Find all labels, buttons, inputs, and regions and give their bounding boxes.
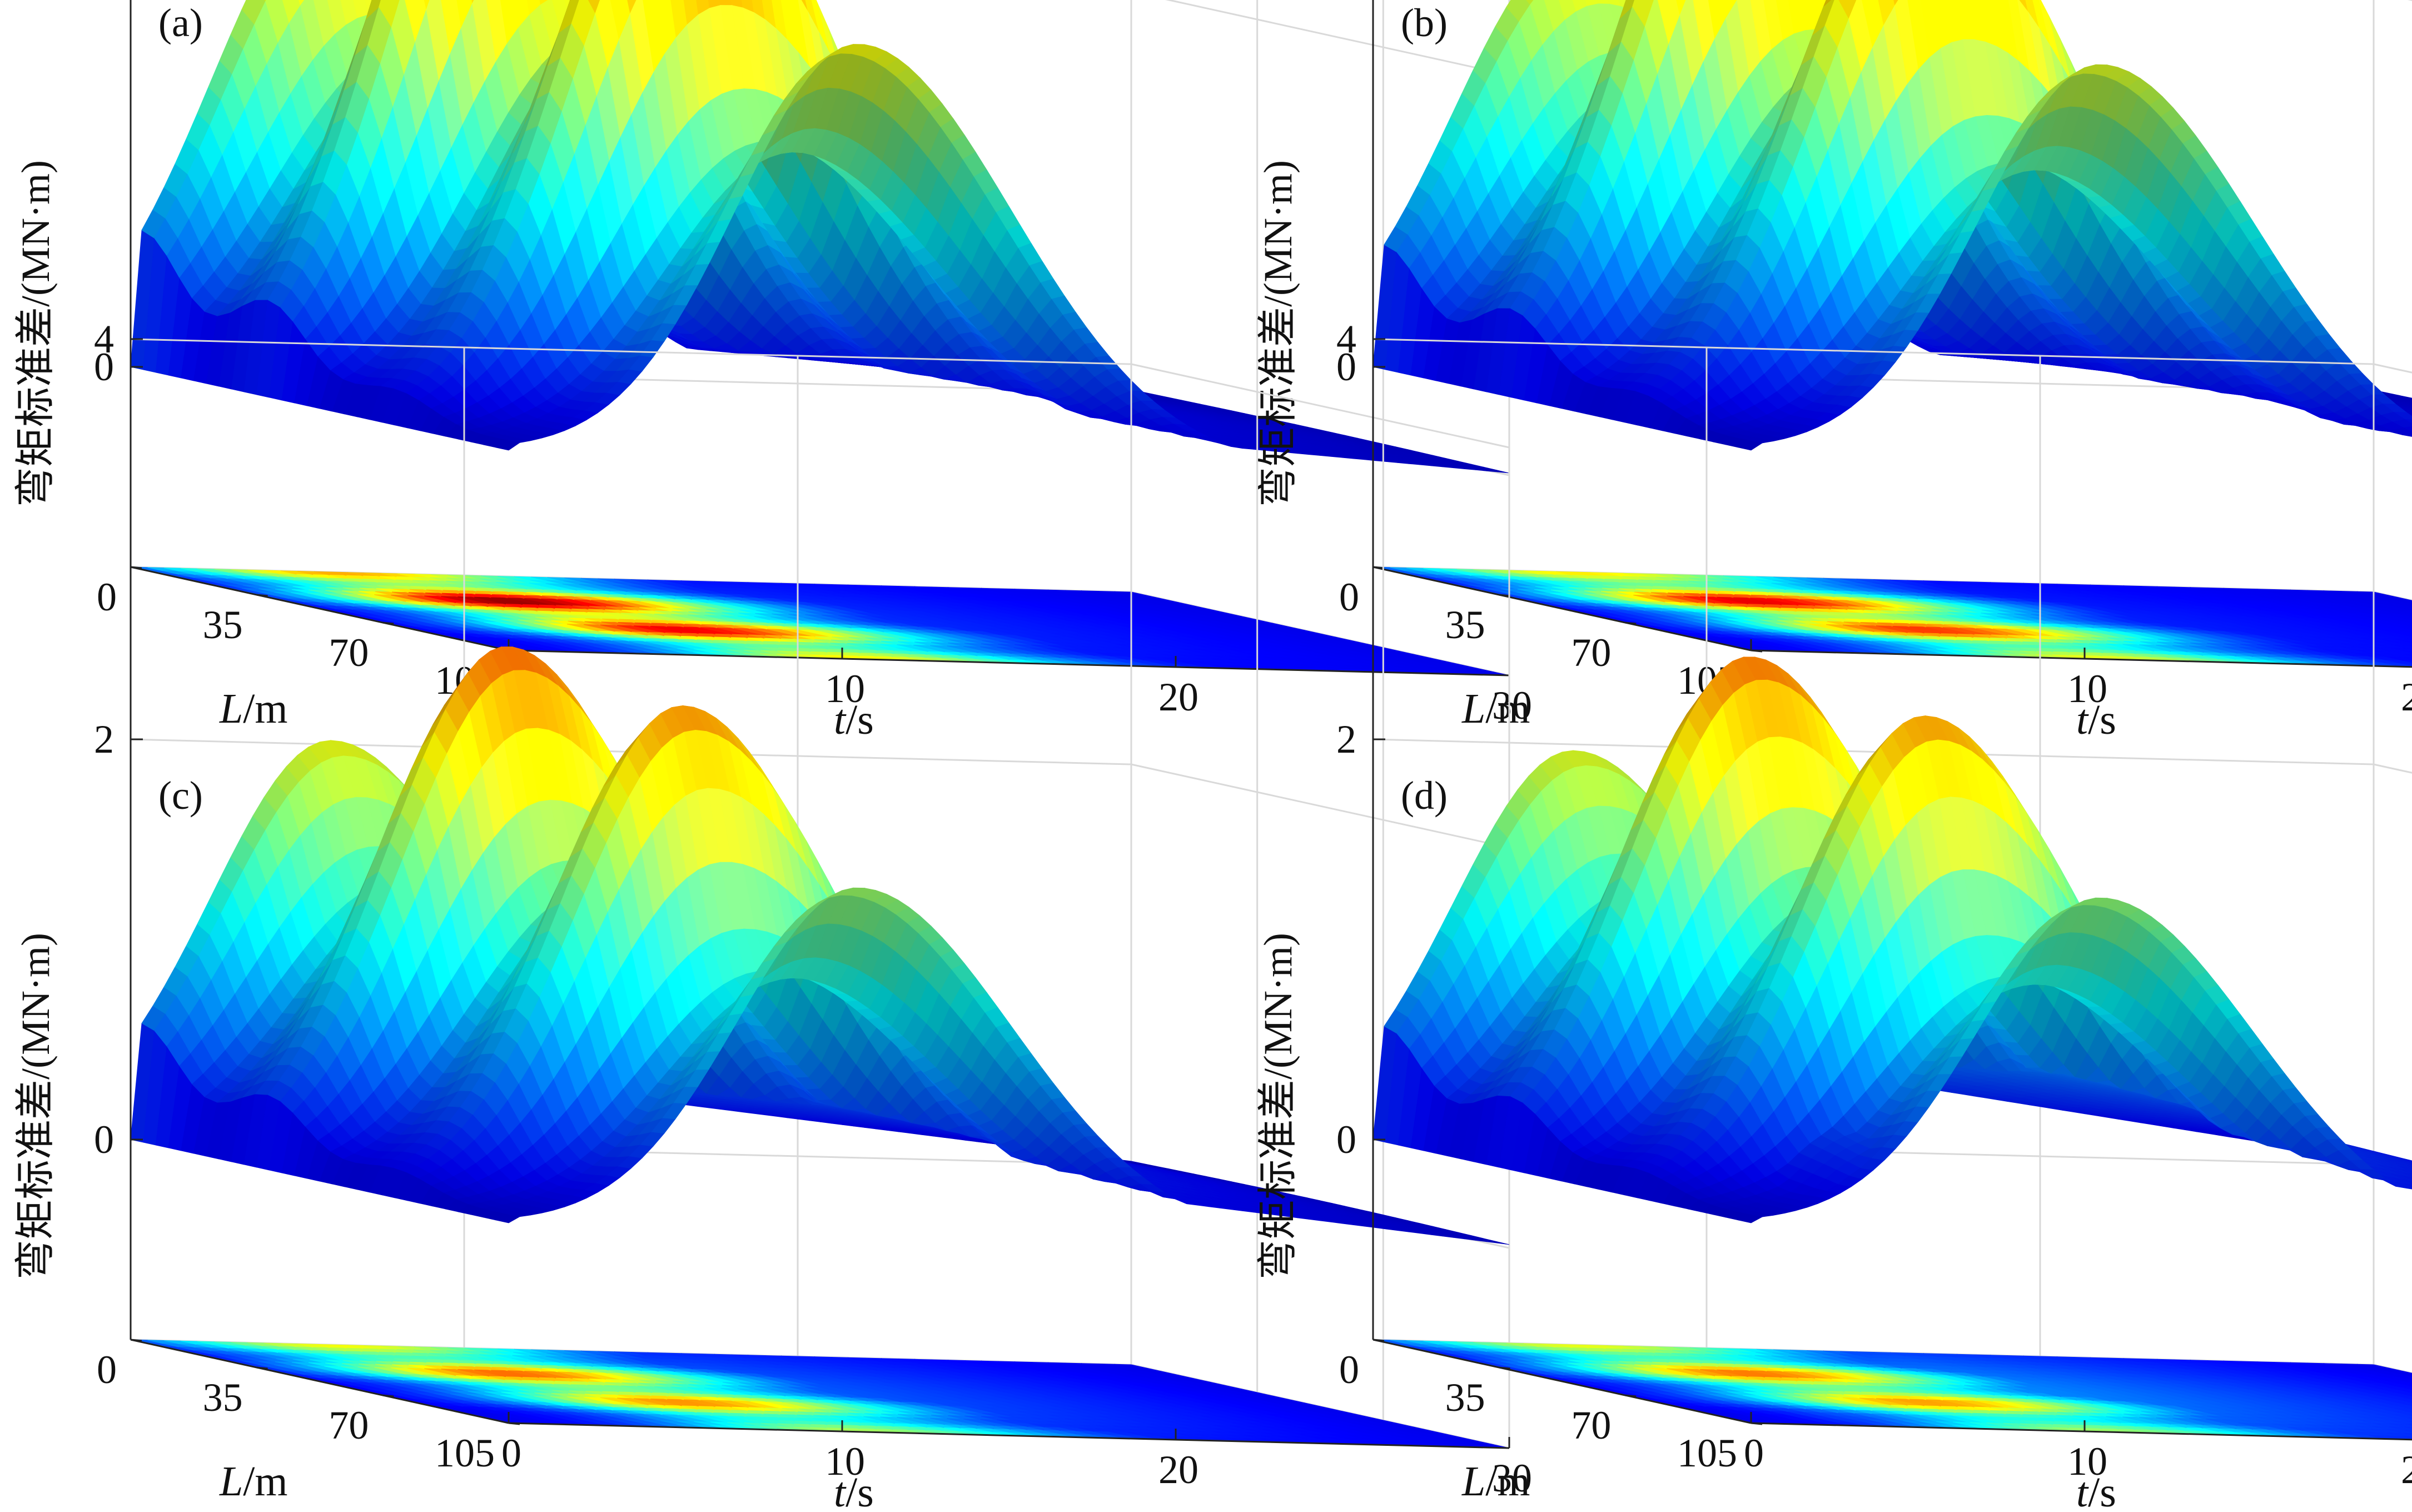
L-tick: [382, 621, 394, 625]
contour-map: [130, 566, 1510, 676]
panel-label: (a): [158, 1, 203, 45]
L-tick-label: 0: [97, 575, 117, 619]
t-axis-title: t/s: [834, 697, 874, 743]
L-axis-title: L/m: [219, 685, 288, 732]
contour-map: [1372, 566, 2412, 668]
L-tick-label: 70: [329, 630, 369, 675]
L-tick-label: 35: [203, 603, 243, 647]
t-tick-label: 20: [1158, 675, 1198, 719]
gridline-z: [1165, 0, 1510, 76]
L-tick: [256, 594, 268, 597]
L-axis-unit: /m: [243, 685, 287, 732]
z-axis-title: 弯矩标准差/(MN·m): [13, 160, 58, 507]
gridline-z: [2408, 0, 2412, 1]
L-tick: [130, 566, 142, 569]
L-axis-var: L: [219, 685, 243, 732]
t-axis-var: t: [834, 697, 847, 743]
t-axis-unit: /s: [846, 697, 874, 743]
